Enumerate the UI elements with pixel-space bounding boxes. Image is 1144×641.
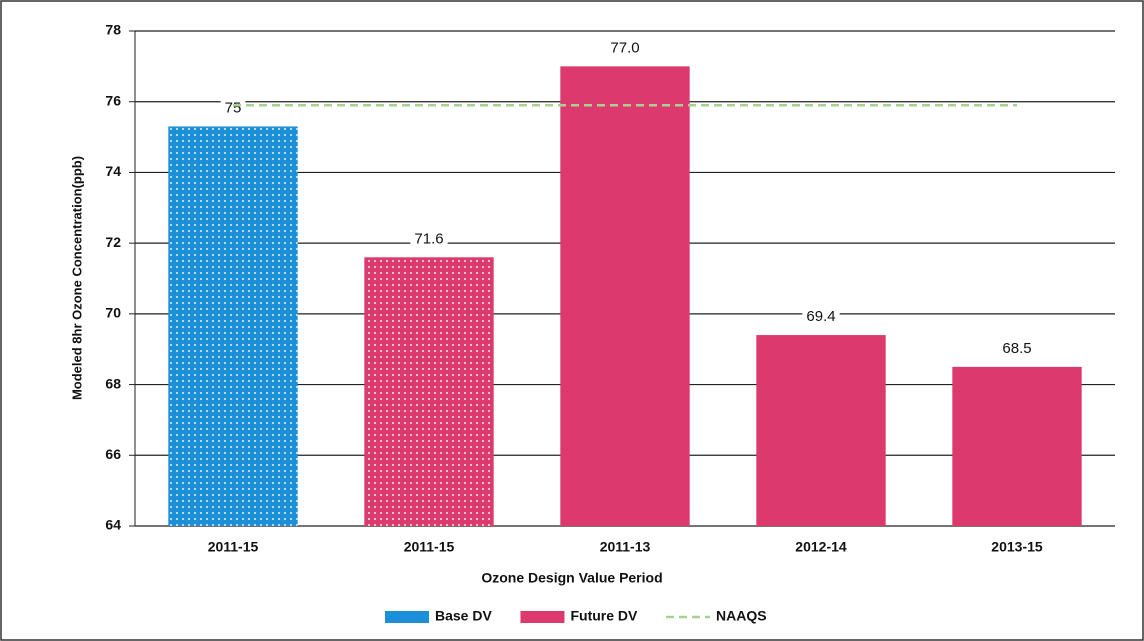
- label-bg: [220, 98, 246, 118]
- y-tick-label: 70: [105, 305, 121, 321]
- bar: [560, 66, 690, 526]
- bar: [756, 335, 886, 526]
- data-label: 71.6: [414, 230, 443, 247]
- y-tick-label: 76: [105, 92, 121, 108]
- legend-label: Future DV: [570, 608, 638, 624]
- x-tick-label: 2011-15: [208, 539, 259, 555]
- data-label: 68.5: [1002, 340, 1031, 357]
- legend-swatch: [520, 611, 565, 623]
- bar-dots: [168, 126, 298, 526]
- y-tick-label: 64: [105, 517, 121, 533]
- data-label: 77.0: [610, 39, 639, 56]
- legend-swatch: [385, 611, 429, 623]
- x-tick-label: 2013-15: [991, 539, 1043, 555]
- y-tick-label: 78: [105, 22, 121, 38]
- legend-label: NAAQS: [716, 608, 767, 624]
- legend-label: Base DV: [435, 608, 492, 624]
- y-tick-label: 74: [105, 163, 121, 179]
- x-tick-label: 2011-15: [404, 539, 455, 555]
- label-bg: [410, 229, 448, 249]
- x-tick-label: 2012-14: [795, 539, 847, 555]
- y-tick-label: 72: [105, 234, 121, 250]
- x-tick-label: 2011-13: [600, 539, 651, 555]
- x-axis-title: Ozone Design Value Period: [481, 570, 662, 586]
- label-bg: [998, 338, 1036, 358]
- label-bg: [606, 38, 644, 58]
- data-label: 69.4: [806, 308, 835, 325]
- data-label: 75: [225, 99, 242, 116]
- y-axis-title: Modeled 8hr Ozone Concentration(ppb): [69, 156, 84, 400]
- y-tick-label: 68: [105, 375, 121, 391]
- bar: [952, 366, 1082, 526]
- y-tick-label: 66: [105, 446, 121, 462]
- label-bg: [802, 307, 840, 327]
- bar-dots: [364, 257, 494, 526]
